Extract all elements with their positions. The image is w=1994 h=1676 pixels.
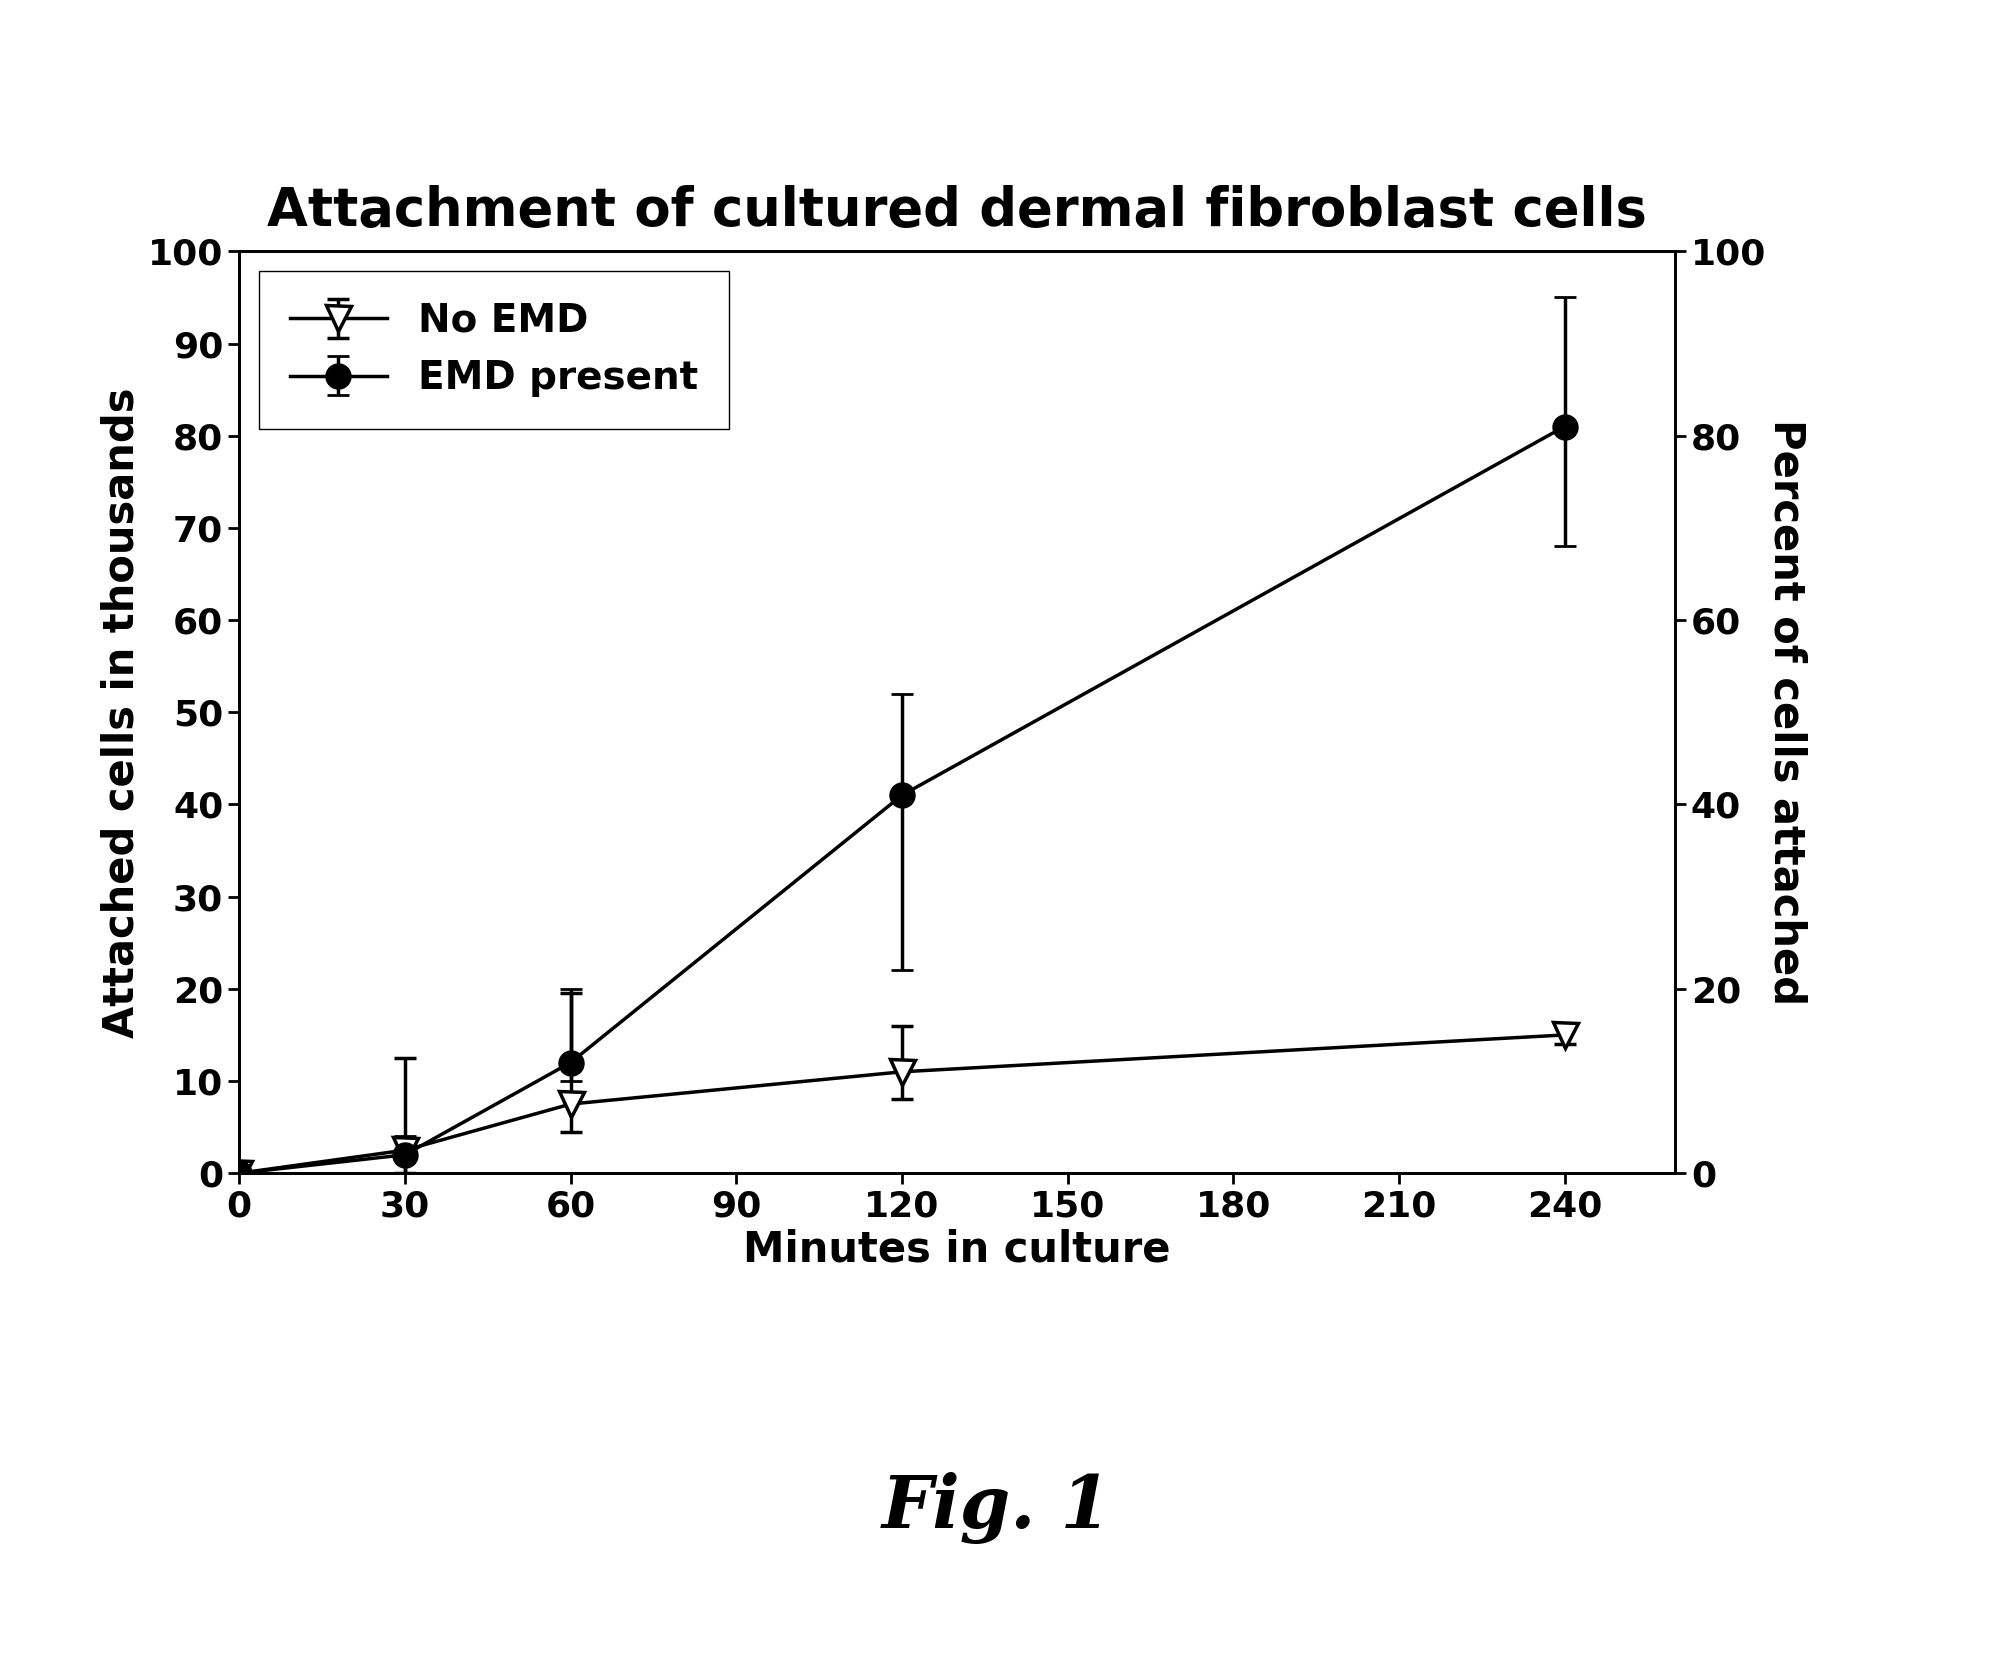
Y-axis label: Attached cells in thousands: Attached cells in thousands [100,387,142,1037]
Title: Attachment of cultured dermal fibroblast cells: Attachment of cultured dermal fibroblast… [267,186,1647,238]
X-axis label: Minutes in culture: Minutes in culture [744,1229,1170,1270]
Y-axis label: Percent of cells attached: Percent of cells attached [1767,419,1809,1006]
Legend: No EMD, EMD present: No EMD, EMD present [259,272,730,429]
Text: Fig. 1: Fig. 1 [881,1473,1113,1544]
